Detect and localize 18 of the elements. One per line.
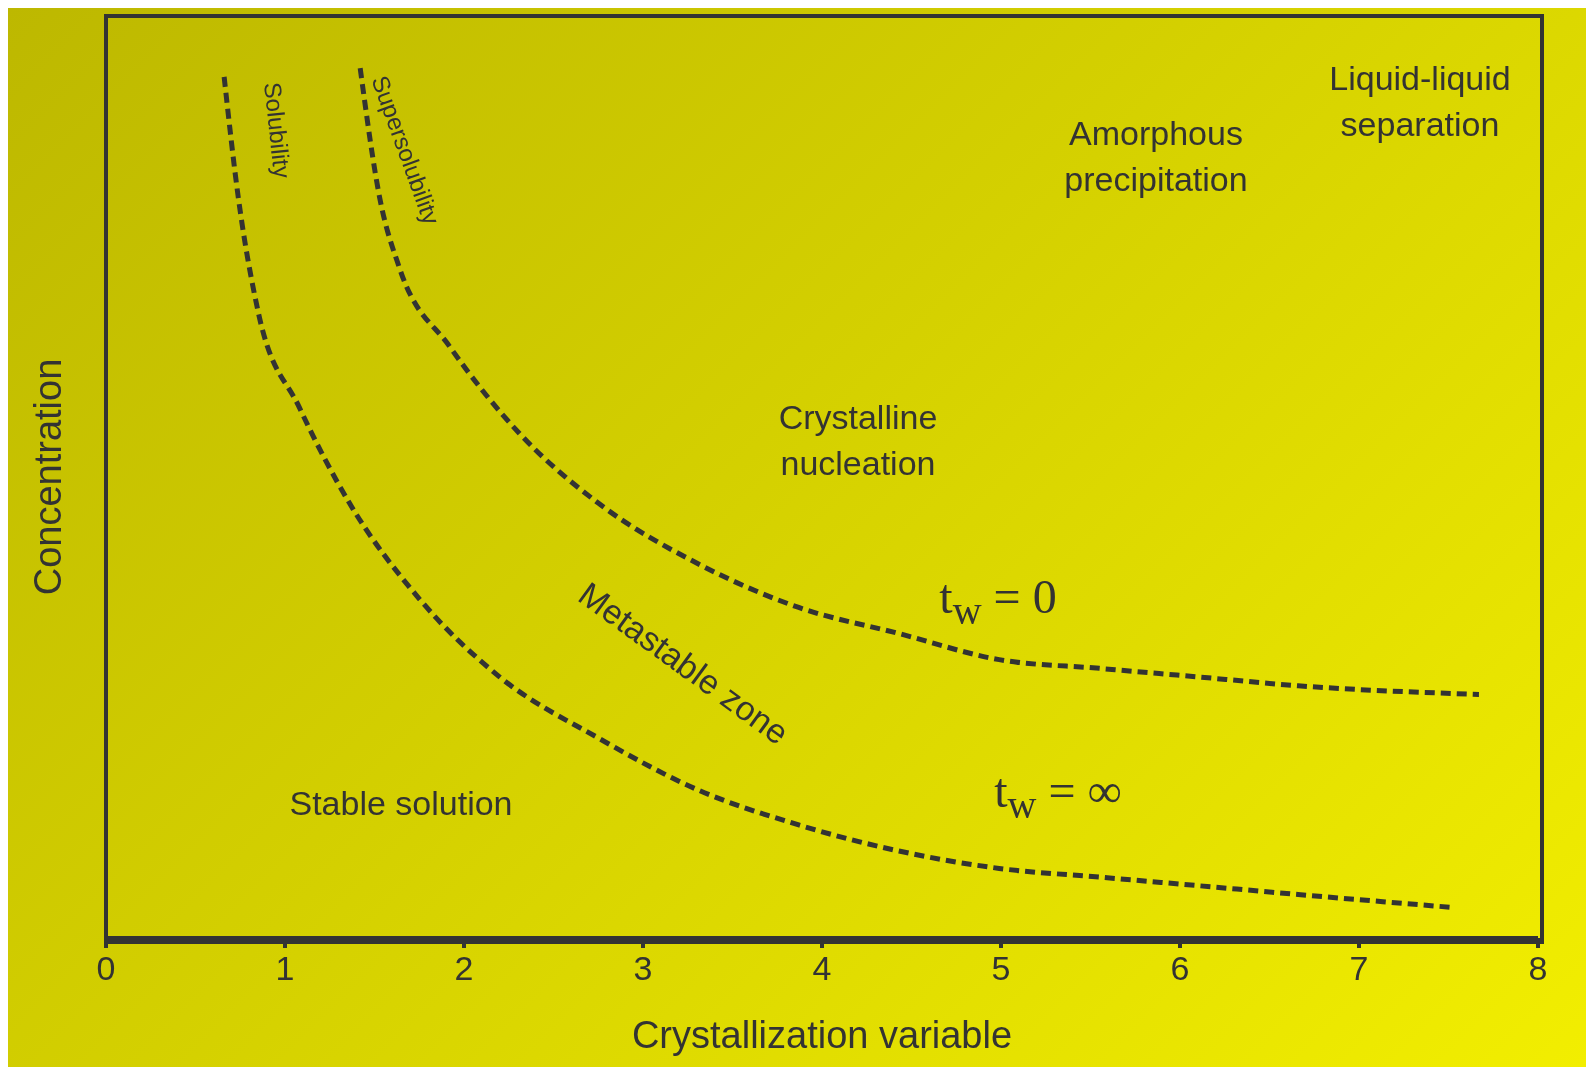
annotation: Liquid-liquid separation [1328,58,1512,145]
x-tick-label: 8 [1528,949,1548,988]
x-tick-label: 0 [96,949,116,988]
annotation: Crystalline nucleation [777,397,939,484]
y-axis-title: Concentration [26,358,70,596]
x-axis-title: Crystallization variable [631,1013,1013,1057]
x-tick-label: 6 [1170,949,1190,988]
x-tick-label: 3 [633,949,653,988]
x-tick-label: 1 [275,949,295,988]
x-tick-label: 5 [991,949,1011,988]
text: Solubility [258,80,297,180]
x-tick-label: 7 [1349,949,1369,988]
annotation: t$_{w}$ = 0 [938,569,1058,635]
x-tick-label: 2 [454,949,474,988]
annotation: Amorphous precipitation [1063,113,1249,200]
annotation: t$_{w}$ = ∞ [993,763,1123,829]
annotation: Stable solution [288,783,514,824]
x-tick-label: 4 [812,949,832,988]
